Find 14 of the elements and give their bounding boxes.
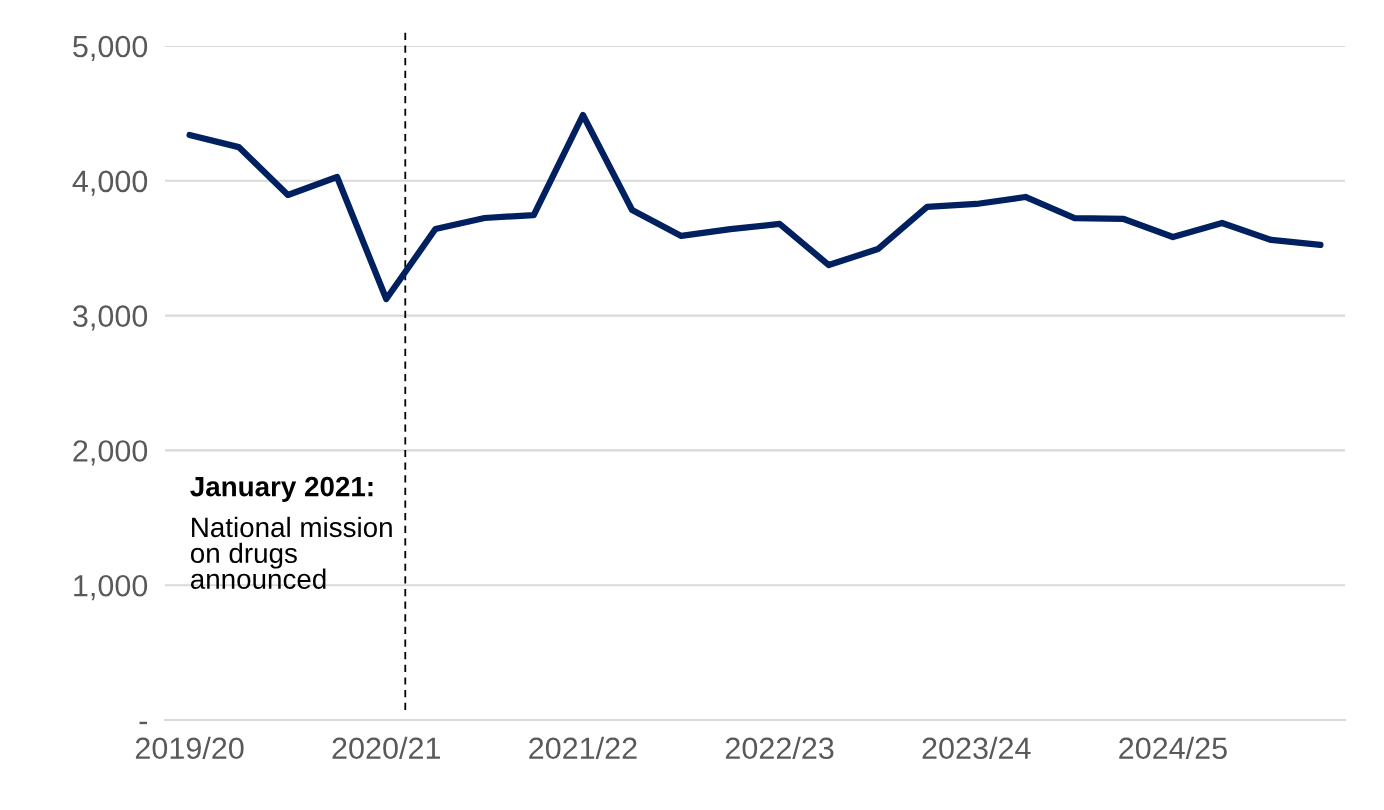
x-tick-label: 2019/20 — [135, 736, 244, 760]
annotation: National mission on drugs announced — [190, 516, 392, 589]
y-tick-label: 3,000 — [73, 305, 148, 331]
x-tick-label: 2022/23 — [725, 736, 834, 760]
y-tick-label: 1,000 — [74, 574, 148, 601]
x-tick-label: 2020/21 — [332, 736, 440, 760]
x-tick-label: 2024/25 — [1119, 736, 1227, 760]
x-tick-label: 2023/24 — [922, 736, 1031, 760]
y-tick-label: - — [139, 721, 147, 725]
y-tick-label: 2,000 — [73, 440, 148, 466]
x-tick-label: 2021/22 — [529, 736, 637, 760]
y-tick-label: 5,000 — [73, 35, 148, 61]
annotation: January 2021: — [190, 476, 373, 502]
y-tick-label: 4,000 — [72, 170, 148, 196]
